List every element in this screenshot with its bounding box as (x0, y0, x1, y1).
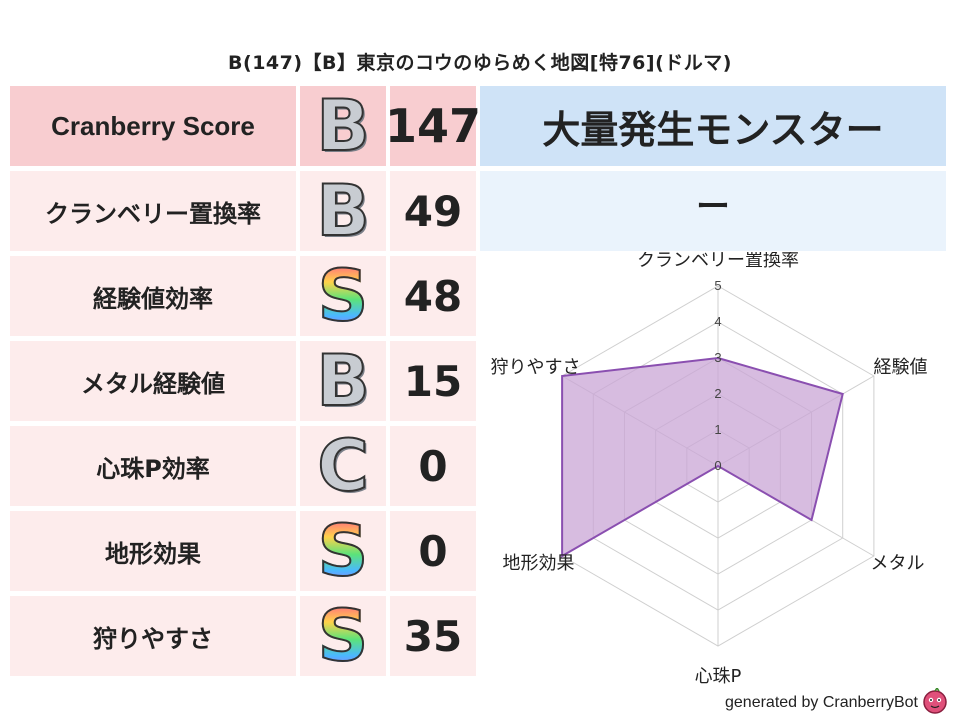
grade-letter: C (316, 425, 369, 507)
grade-badge: C (300, 426, 386, 506)
grade-badge: S (300, 256, 386, 336)
footer-credit: generated by CranberryBot (725, 694, 918, 711)
score-value: 48 (390, 256, 476, 336)
radar-tick-label: 4 (714, 314, 721, 329)
score-value: 35 (390, 596, 476, 676)
grade-badge: B (300, 341, 386, 421)
radar-axis-label: 経験値 (874, 357, 928, 378)
page-title: B(147)【B】東京のコウのゆらめく地図[特76](ドルマ) (228, 52, 732, 74)
score-value: 0 (390, 426, 476, 506)
monster-header: 大量発生モンスター (480, 86, 946, 166)
grade-letter: B (315, 170, 370, 252)
radar-axis-label: 狩りやすさ (490, 357, 580, 378)
grade-letter: S (317, 255, 369, 337)
radar-tick-label: 3 (714, 350, 721, 365)
score-value: 15 (390, 341, 476, 421)
grade-letter: S (317, 510, 369, 592)
grade-badge: B (300, 171, 386, 251)
radar-tick-label: 0 (714, 458, 721, 473)
radar-tick-label: 2 (714, 386, 721, 401)
score-value: 147 (385, 86, 481, 166)
score-label: 心珠P効率 (10, 426, 296, 506)
score-label: クランベリー置換率 (10, 171, 296, 251)
radar-axis-label: クランベリー置換率 (637, 252, 799, 271)
grade-badge: S (300, 596, 386, 676)
grade-badge: S (300, 511, 386, 591)
score-label: 狩りやすさ (10, 596, 296, 676)
grade-letter: B (315, 85, 370, 167)
radar-tick-label: 5 (714, 278, 721, 293)
score-label: メタル経験値 (10, 341, 296, 421)
radar-axis-label: メタル (871, 553, 925, 574)
grade-letter: S (317, 595, 369, 677)
cranberry-bot-icon (923, 688, 947, 714)
radar-axis-label: 地形効果 (502, 553, 574, 574)
radar-axis-label: 心珠P (695, 666, 742, 687)
monster-name: ー (480, 171, 946, 251)
grade-badge: B (300, 86, 386, 166)
score-label: 経験値効率 (10, 256, 296, 336)
radar-tick-label: 1 (714, 422, 721, 437)
radar-series-area (561, 356, 844, 558)
score-label: 地形効果 (10, 511, 296, 591)
score-value: 0 (390, 511, 476, 591)
score-value: 49 (390, 171, 476, 251)
score-label: Cranberry Score (10, 86, 296, 166)
grade-letter: B (315, 340, 370, 422)
